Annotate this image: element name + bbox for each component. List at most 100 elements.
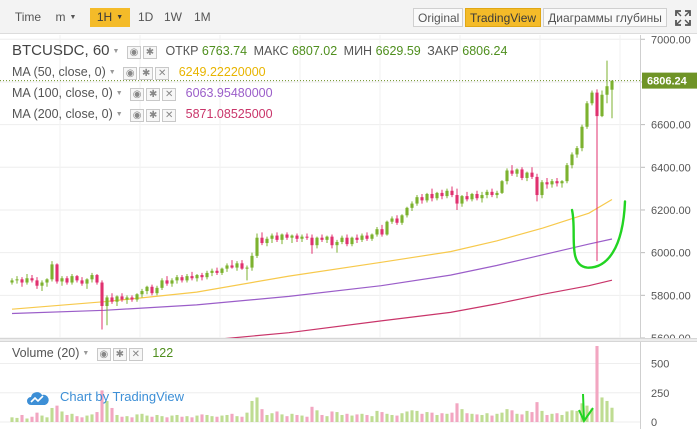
candle-body	[390, 218, 394, 222]
volume-bar	[290, 413, 294, 422]
gear-icon[interactable]: ✱	[142, 45, 157, 59]
candle-body	[305, 236, 309, 238]
candle-body	[485, 191, 489, 196]
candle-body	[445, 190, 449, 197]
eye-icon[interactable]: ◉	[96, 347, 111, 361]
last-price-tag	[642, 72, 697, 89]
close-icon[interactable]: ✕	[155, 66, 170, 80]
candle-body	[10, 280, 14, 283]
volume-chart[interactable]	[0, 342, 640, 429]
volume-bar	[45, 417, 49, 422]
eye-icon[interactable]: ◉	[123, 66, 138, 80]
tradingview-watermark[interactable]: Chart by TradingView	[26, 384, 184, 410]
candle-body	[540, 182, 544, 196]
minute-interval-button[interactable]: m ▼	[48, 8, 84, 27]
volume-bar	[200, 414, 204, 422]
volume-bar	[225, 414, 229, 422]
candle-body	[165, 280, 169, 284]
ma100-line	[11, 238, 613, 315]
gear-icon[interactable]: ✱	[139, 66, 154, 80]
caret-down-icon: ▼	[69, 14, 77, 22]
ma100-label: MA (100, close, 0)	[12, 86, 113, 100]
volume-bar	[220, 415, 224, 422]
volume-bar	[85, 415, 89, 422]
price-axis[interactable]: 5600.005800.006000.006200.006400.006600.…	[640, 34, 697, 345]
volume-bar	[440, 413, 444, 422]
candle-body	[45, 279, 49, 283]
volume-bar	[270, 413, 274, 422]
ma50-value: 6249.22220000	[178, 65, 266, 79]
time-label[interactable]: Time	[14, 10, 42, 24]
gear-icon[interactable]: ✱	[146, 87, 161, 101]
candle-body	[110, 297, 114, 302]
candle-body	[35, 280, 39, 286]
volume-bar	[30, 416, 34, 422]
interval-1m-button[interactable]: 1M	[194, 10, 211, 24]
candle-body	[595, 92, 599, 117]
volume-bar	[90, 414, 94, 422]
eye-icon[interactable]: ◉	[130, 108, 145, 122]
volume-bar	[570, 410, 574, 422]
candle-body	[610, 80, 614, 90]
view-original-button[interactable]: Original	[413, 8, 463, 27]
volume-axis[interactable]: 0 250 500	[640, 342, 697, 429]
eye-icon[interactable]: ◉	[126, 45, 141, 59]
candle-body	[40, 282, 44, 286]
candle-body	[190, 276, 194, 279]
candle-body	[295, 235, 299, 239]
candle-body	[340, 237, 344, 242]
fullscreen-button[interactable]	[672, 8, 694, 27]
ma200-value: 5871.08525000	[185, 107, 273, 121]
volume-bar	[375, 410, 379, 422]
interval-1d-button[interactable]: 1D	[138, 10, 154, 24]
view-depth-chart-button[interactable]: Диаграммы глубины	[543, 8, 667, 27]
candle-body	[175, 277, 179, 281]
volume-bar	[55, 405, 59, 422]
view-tradingview-button[interactable]: TradingView	[465, 8, 541, 27]
volume-bar	[155, 414, 159, 422]
ma200-label: MA (200, close, 0)	[12, 107, 113, 121]
volume-bar	[110, 407, 114, 422]
volume-bar	[510, 410, 514, 422]
gear-icon[interactable]: ✱	[146, 108, 161, 122]
close-icon[interactable]: ✕	[162, 87, 177, 101]
volume-bar	[285, 416, 289, 422]
caret-down-icon: ▼	[116, 14, 124, 22]
volume-bar	[60, 411, 64, 422]
volume-bar	[185, 416, 189, 422]
last-price-tag-text: 6806.24	[647, 76, 688, 88]
volume-bar	[10, 417, 14, 422]
pane-separator[interactable]	[0, 338, 697, 342]
candle-body	[95, 275, 99, 283]
interval-1h-button[interactable]: 1H ▼	[90, 8, 130, 27]
candle-body	[475, 193, 479, 199]
price-chart[interactable]	[0, 35, 640, 359]
interval-1w-button[interactable]: 1W	[164, 10, 182, 24]
candle-body	[385, 221, 389, 235]
candle-body	[505, 170, 509, 182]
low-label: МИН	[343, 44, 373, 58]
price-pane[interactable]	[0, 35, 640, 359]
volume-bar	[190, 417, 194, 422]
candle-body	[425, 193, 429, 201]
volume-bar	[535, 402, 539, 422]
volume-bar	[15, 417, 19, 422]
close-icon[interactable]: ✕	[162, 108, 177, 122]
volume-bar	[115, 414, 119, 422]
volume-bar	[355, 414, 359, 422]
gear-icon[interactable]: ✱	[112, 347, 127, 361]
hand-drawn-annotation	[570, 200, 627, 269]
close-value: 6806.24	[462, 44, 508, 58]
volume-bar	[230, 413, 234, 422]
candle-body	[105, 297, 109, 306]
candle-body	[530, 172, 534, 177]
candle-body	[255, 237, 259, 256]
volume-bar	[240, 416, 244, 422]
close-icon[interactable]: ✕	[128, 347, 143, 361]
candle-body	[370, 234, 374, 239]
eye-icon[interactable]: ◉	[130, 87, 145, 101]
candle-body	[400, 215, 404, 223]
candle-body	[265, 238, 269, 244]
volume-legend: Volume (20) ▼ ◉ ✱ ✕ 122	[12, 345, 173, 361]
price-tick-label: 6400.00	[651, 162, 691, 174]
